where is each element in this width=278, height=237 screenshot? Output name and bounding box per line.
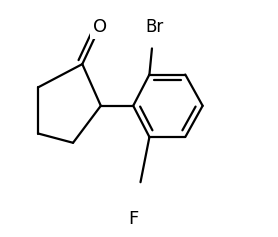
Text: F: F xyxy=(128,210,138,228)
Text: O: O xyxy=(93,18,107,36)
Text: Br: Br xyxy=(145,18,163,36)
